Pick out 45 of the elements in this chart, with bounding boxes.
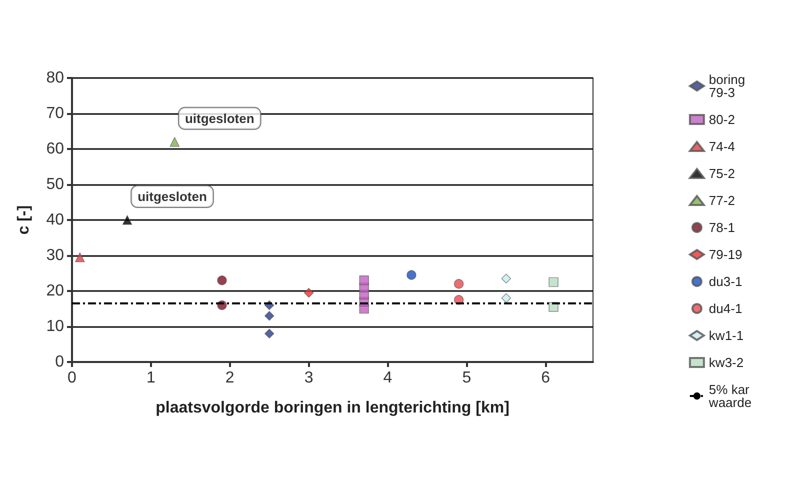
point [75, 252, 85, 262]
point [264, 311, 274, 321]
legend-label: boring 79-3 [708, 72, 749, 100]
y-tick-label: 80 [46, 70, 64, 86]
y-tick-label: 60 [46, 140, 64, 158]
legend-label: 78-1 [708, 220, 735, 235]
y-tick-label: 10 [46, 318, 64, 335]
x-tick-label: 2 [225, 370, 234, 386]
y-tick-label: 20 [46, 282, 64, 300]
point [406, 270, 416, 280]
legend-label: kw3-2 [708, 355, 744, 370]
annotation: uitgesloten [138, 189, 207, 204]
point [454, 279, 464, 289]
x-tick-label: 3 [304, 370, 314, 386]
legend-label: kw1-1 [708, 328, 744, 343]
legend-label: 79-19 [708, 247, 742, 262]
point [217, 276, 227, 286]
y-tick-label: 70 [46, 105, 64, 122]
point [359, 276, 369, 286]
legend-label: du4-1 [708, 301, 742, 316]
x-tick-label: 4 [383, 370, 392, 386]
y-tick-label: 0 [55, 354, 64, 370]
point [501, 293, 511, 303]
legend-label: 74-4 [708, 139, 735, 154]
legend-label: 5% kar waarde [708, 382, 754, 410]
y-tick-label: 50 [46, 176, 64, 193]
legend-label: 77-2 [708, 193, 735, 208]
y-tick-label: 40 [46, 212, 64, 228]
x-tick-label: 0 [68, 370, 77, 386]
point [170, 137, 180, 147]
y-tick-label: 30 [46, 247, 64, 264]
x-tick-label: 6 [541, 370, 550, 386]
point [548, 277, 558, 287]
annotation: uitgesloten [184, 110, 254, 126]
legend-label: du3-1 [708, 274, 742, 289]
point [122, 215, 132, 225]
x-tick-label: 5 [462, 370, 472, 386]
legend-label: 80-2 [708, 112, 735, 127]
point [264, 328, 274, 338]
point [501, 274, 511, 284]
y-axis-title: c [-] [16, 205, 32, 235]
point [304, 288, 314, 298]
legend-label: 75-2 [708, 166, 735, 181]
x-tick-label: 1 [146, 370, 156, 386]
x-axis-title: plaatsvolgorde boringen in lengterichting [km] [156, 400, 510, 416]
